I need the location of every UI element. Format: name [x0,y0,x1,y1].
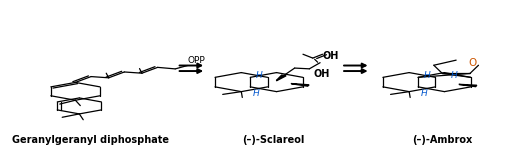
Polygon shape [276,75,286,81]
Text: (–)-Sclareol: (–)-Sclareol [242,135,305,145]
Text: H: H [424,71,430,80]
Text: Geranylgeranyl diphosphate: Geranylgeranyl diphosphate [11,135,169,145]
Text: O: O [468,58,476,68]
Text: (–)-Ambrox: (–)-Ambrox [412,135,473,145]
Polygon shape [291,84,309,86]
Text: OH: OH [313,69,330,79]
Text: Ḣ: Ḣ [421,89,428,98]
Text: OPP: OPP [187,56,205,65]
Text: H: H [451,71,458,80]
Text: H: H [255,71,262,80]
Text: OH: OH [322,51,339,62]
Polygon shape [459,84,477,87]
Text: Ḣ: Ḣ [253,89,260,98]
